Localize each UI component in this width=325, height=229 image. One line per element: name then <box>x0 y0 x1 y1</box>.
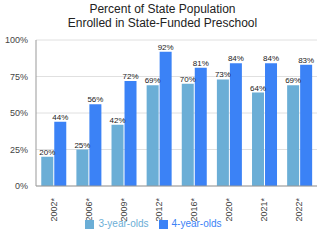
svg-text:2016*: 2016* <box>189 198 199 222</box>
svg-text:92%: 92% <box>158 43 174 52</box>
svg-text:84%: 84% <box>263 54 279 63</box>
svg-text:72%: 72% <box>123 72 139 81</box>
svg-text:50%: 50% <box>10 108 28 118</box>
svg-text:25%: 25% <box>74 141 90 150</box>
svg-text:56%: 56% <box>87 95 103 104</box>
svg-text:70%: 70% <box>180 75 196 84</box>
svg-text:44%: 44% <box>52 113 68 122</box>
svg-text:2021*: 2021* <box>259 198 269 222</box>
svg-text:42%: 42% <box>110 116 126 125</box>
svg-text:2002*: 2002* <box>49 198 59 222</box>
svg-text:100%: 100% <box>8 35 28 45</box>
svg-text:2022*: 2022* <box>294 198 304 222</box>
html-text:3-year-olds: 3-year-olds <box>98 218 149 229</box>
svg-text:2020*: 2020* <box>224 198 234 222</box>
svg-text:0%: 0% <box>15 181 28 191</box>
svg-text:69%: 69% <box>145 76 161 85</box>
svg-text:84%: 84% <box>228 54 244 63</box>
svg-text:75%: 75% <box>10 72 28 82</box>
html-text:4-year-olds: 4-year-olds <box>171 218 222 229</box>
svg-text:69%: 69% <box>285 76 301 85</box>
svg-text:83%: 83% <box>298 56 314 65</box>
svg-text:73%: 73% <box>215 70 231 79</box>
svg-text:2012*: 2012* <box>154 198 164 222</box>
svg-text:81%: 81% <box>193 59 209 68</box>
svg-text:25%: 25% <box>10 145 28 155</box>
svg-text:2009*: 2009* <box>119 198 129 222</box>
html-text:Percent of State Population En: Percent of State Population Enrolled in … <box>67 2 258 30</box>
svg-text:64%: 64% <box>250 84 266 93</box>
svg-text:2006*: 2006* <box>84 198 94 222</box>
svg-text:20%: 20% <box>39 148 55 157</box>
